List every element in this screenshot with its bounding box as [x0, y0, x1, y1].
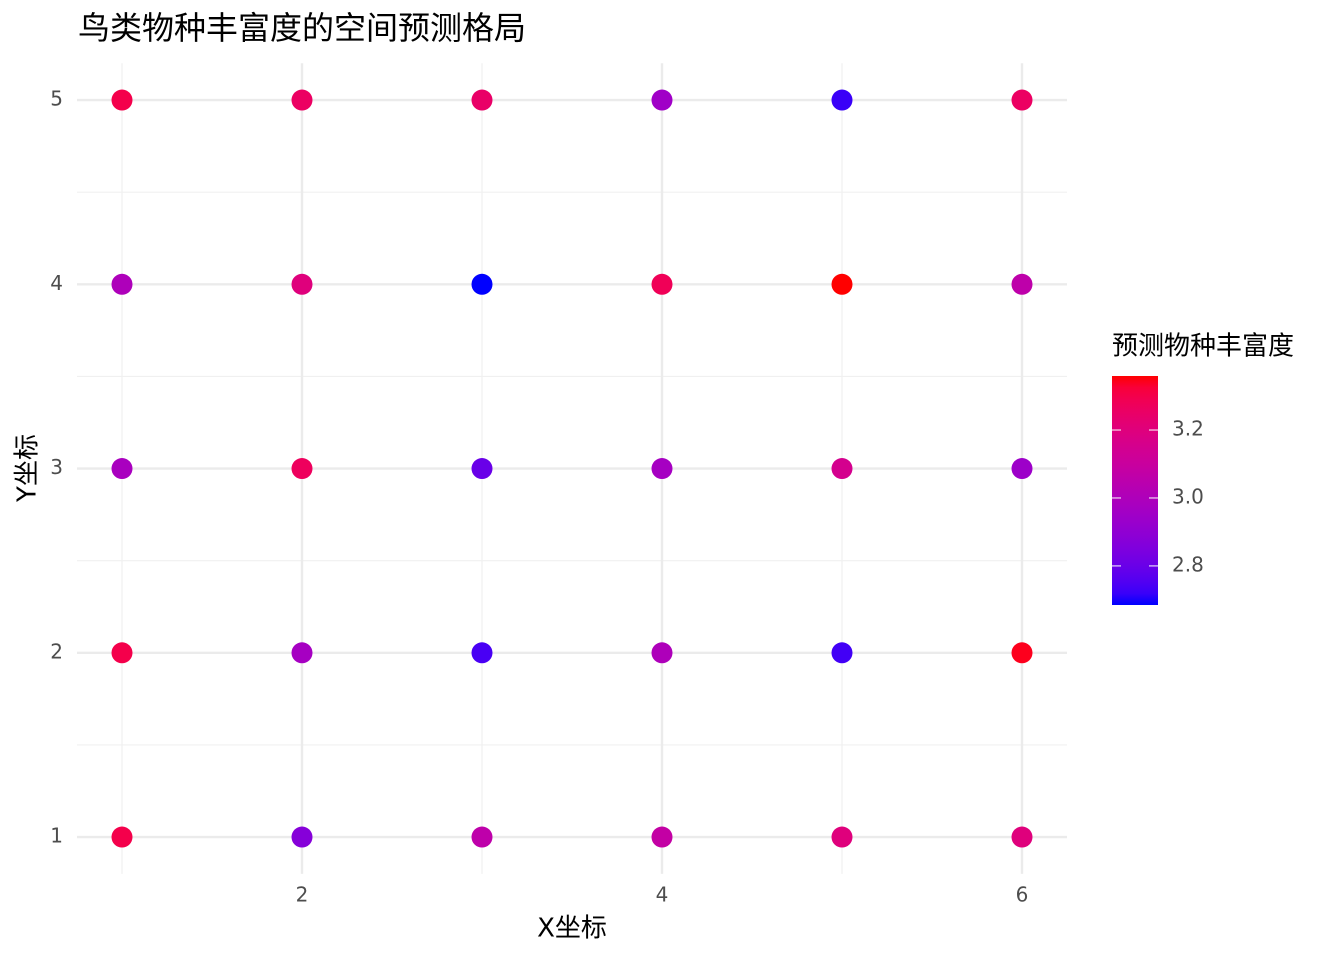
point	[291, 89, 313, 111]
point	[1011, 826, 1033, 848]
point	[831, 642, 853, 664]
point	[291, 273, 313, 295]
point	[111, 273, 133, 295]
x-tick-label: 6	[1016, 883, 1029, 907]
colorbar-label: 3.2	[1172, 417, 1204, 441]
point	[651, 642, 673, 664]
y-tick-label: 5	[50, 87, 63, 111]
point	[471, 642, 493, 664]
point	[111, 826, 133, 848]
point	[651, 826, 673, 848]
point	[471, 273, 493, 295]
point	[111, 89, 133, 111]
point	[111, 642, 133, 664]
point	[111, 458, 133, 480]
point	[1011, 458, 1033, 480]
point	[291, 458, 313, 480]
colorbar	[1112, 376, 1158, 605]
legend-title: 预测物种丰富度	[1112, 332, 1294, 362]
point	[1011, 642, 1033, 664]
x-tick-label: 2	[296, 883, 309, 907]
point	[471, 458, 493, 480]
y-tick-label: 2	[50, 639, 63, 663]
colorbar-label: 2.8	[1172, 552, 1204, 576]
point	[1011, 273, 1033, 295]
y-axis-title: Y坐标	[13, 434, 43, 503]
y-tick-label: 4	[50, 271, 63, 295]
chart-title: 鸟类物种丰富度的空间预测格局	[78, 9, 526, 47]
point	[831, 273, 853, 295]
point	[831, 458, 853, 480]
point	[291, 642, 313, 664]
x-tick-label: 4	[656, 883, 669, 907]
point	[651, 273, 673, 295]
x-axis-title: X坐标	[537, 914, 607, 944]
y-tick-label: 1	[50, 824, 63, 848]
point	[471, 89, 493, 111]
point	[651, 458, 673, 480]
colorbar-label: 3.0	[1172, 484, 1204, 508]
y-tick-label: 3	[50, 455, 63, 479]
point	[291, 826, 313, 848]
point	[831, 826, 853, 848]
point	[1011, 89, 1033, 111]
point	[651, 89, 673, 111]
point	[471, 826, 493, 848]
point	[831, 89, 853, 111]
